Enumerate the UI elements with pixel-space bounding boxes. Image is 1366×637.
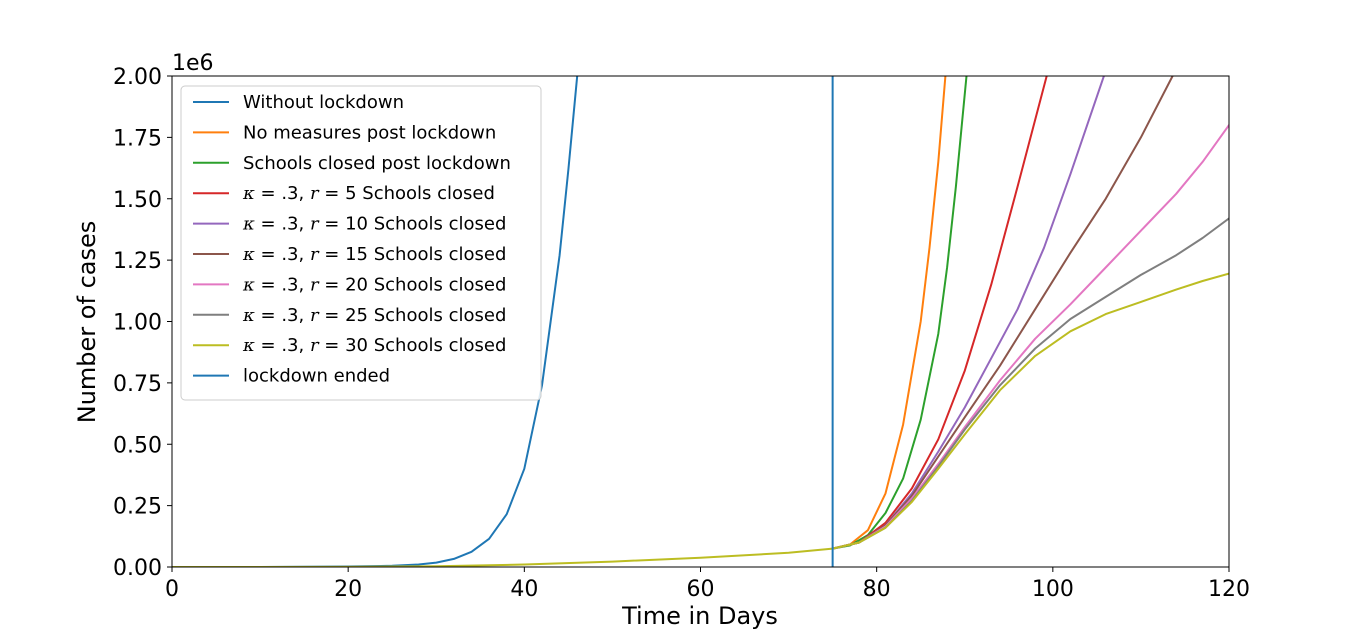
x-tick-label: 60 bbox=[687, 577, 715, 602]
y-tick-label: 1.25 bbox=[113, 249, 162, 274]
y-tick-label: 0.75 bbox=[113, 372, 162, 397]
legend-box bbox=[180, 85, 542, 401]
x-tick-label: 80 bbox=[863, 577, 891, 602]
series-layer bbox=[172, 76, 1229, 567]
y-tick-label: 0.25 bbox=[113, 495, 162, 520]
series-line bbox=[831, 272, 1229, 550]
y-tick-label: 1.00 bbox=[113, 311, 162, 336]
y-tick-label: 1.75 bbox=[113, 126, 162, 151]
legend-label: κ = .3, r = 25 Schools closed bbox=[242, 305, 506, 326]
series-line bbox=[831, 76, 1174, 550]
y-tick-label: 0.00 bbox=[113, 556, 162, 581]
legend-label: κ = .3, r = 15 Schools closed bbox=[242, 244, 506, 265]
legend-label: No measures post lockdown bbox=[243, 122, 496, 143]
y-tick-label: 1.50 bbox=[113, 188, 162, 213]
series-line bbox=[831, 76, 947, 550]
series-line bbox=[831, 124, 1229, 550]
y-axis-ticks: 0.00 0.25 0.50 0.75 1.00 1.25 1.50 1.75 2.00 bbox=[113, 65, 172, 581]
y-tick-label: 0.50 bbox=[113, 433, 162, 458]
y-multiplier-label: 1e6 bbox=[172, 51, 214, 76]
x-tick-label: 0 bbox=[165, 577, 179, 602]
x-tick-label: 20 bbox=[334, 577, 362, 602]
legend-label: κ = .3, r = 10 Schools closed bbox=[242, 214, 506, 235]
x-tick-label: 40 bbox=[510, 577, 538, 602]
legend-label: Schools closed post lockdown bbox=[243, 153, 511, 174]
legend: Without lockdown No measures post lockdow… bbox=[180, 85, 542, 401]
legend-label: κ = .3, r = 20 Schools closed bbox=[242, 274, 506, 295]
legend-label: κ = .3, r = 30 Schools closed bbox=[242, 335, 506, 356]
legend-label: lockdown ended bbox=[243, 366, 390, 387]
series-line bbox=[831, 76, 968, 550]
x-tick-label: 120 bbox=[1208, 577, 1250, 602]
y-tick-label: 2.00 bbox=[113, 65, 162, 90]
y-axis-label: Number of cases bbox=[73, 221, 101, 423]
legend-label: κ = .3, r = 5 Schools closed bbox=[242, 183, 495, 204]
legend-label: Without lockdown bbox=[243, 92, 404, 113]
x-axis-ticks: 0 20 40 60 80 100 120 bbox=[165, 567, 1250, 602]
x-tick-label: 100 bbox=[1032, 577, 1074, 602]
series-line bbox=[172, 547, 834, 567]
x-axis-label: Time in Days bbox=[621, 602, 778, 630]
